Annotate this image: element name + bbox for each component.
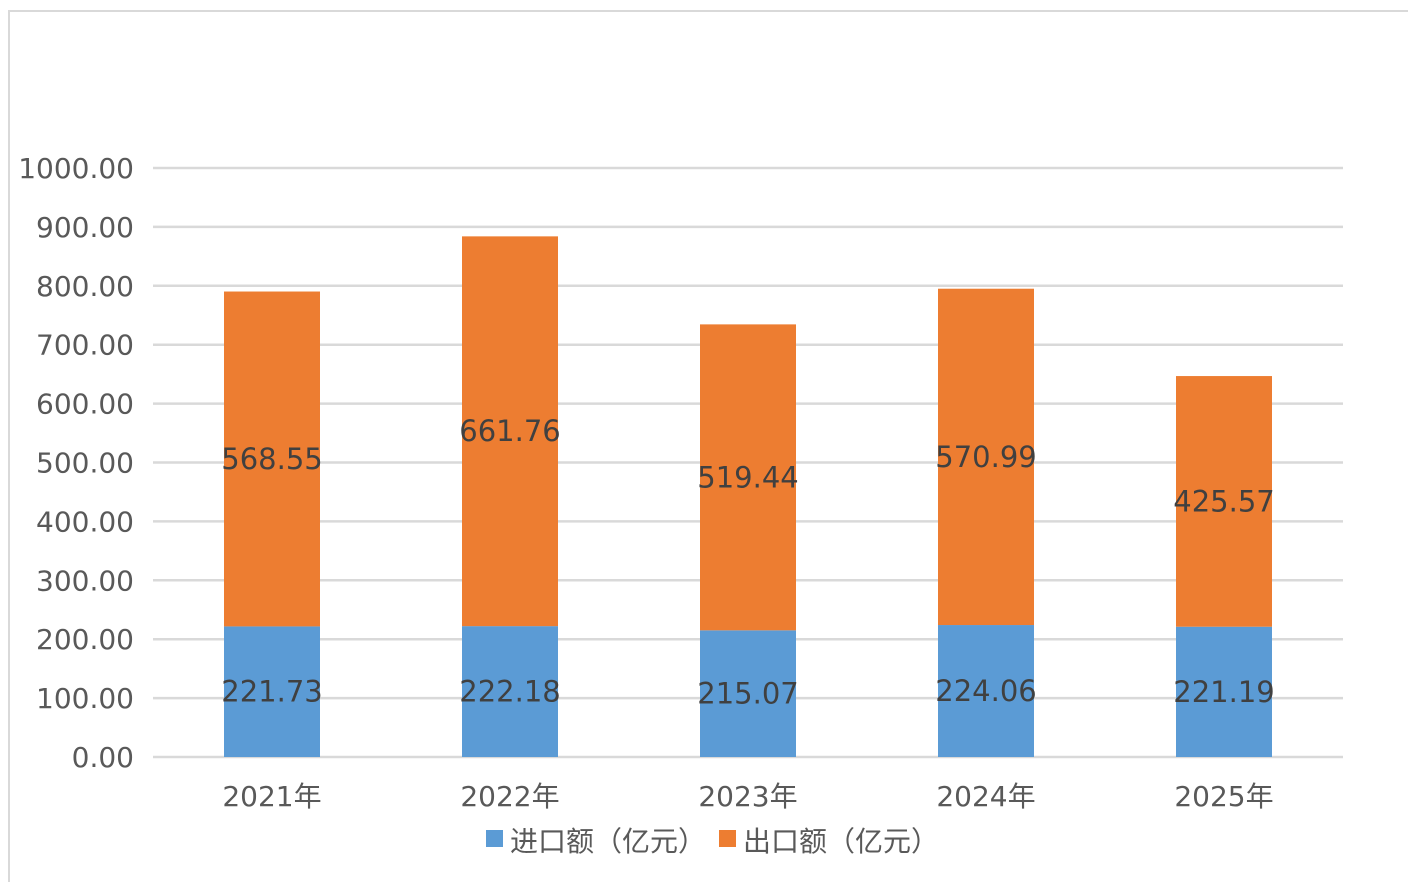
data-label-import: 221.19 xyxy=(1173,675,1274,709)
legend-swatch-export xyxy=(719,830,736,847)
bar-import xyxy=(462,626,558,757)
bar-import xyxy=(700,630,796,757)
y-tick-label: 800.00 xyxy=(36,270,134,303)
legend: 进口额（亿元） 出口额（亿元） xyxy=(486,825,939,858)
chart-frame xyxy=(8,10,1408,882)
y-tick-label: 200.00 xyxy=(36,623,134,656)
y-tick-label: 100.00 xyxy=(36,682,134,715)
data-label-export: 425.57 xyxy=(1173,484,1274,518)
data-label-import: 224.06 xyxy=(935,674,1036,708)
y-tick-label: 600.00 xyxy=(36,388,134,421)
bar-export xyxy=(224,291,320,627)
y-tick-label: 900.00 xyxy=(36,211,134,244)
bar-export xyxy=(700,324,796,631)
bar-import xyxy=(224,626,320,757)
data-label-export: 519.44 xyxy=(697,460,798,494)
data-label-export: 570.99 xyxy=(935,440,1036,474)
bar-import xyxy=(1176,626,1272,757)
y-tick-label: 700.00 xyxy=(36,329,134,362)
y-tick-label: 0.00 xyxy=(72,741,134,774)
x-category-label: 2024年 xyxy=(936,780,1035,813)
y-tick-label: 500.00 xyxy=(36,447,134,480)
bar-import xyxy=(938,625,1034,757)
bar-export xyxy=(1176,376,1272,627)
data-label-import: 221.73 xyxy=(221,675,322,709)
x-axis-categories: 2021年 2022年 2023年 2024年 2025年 xyxy=(222,780,1273,813)
bars xyxy=(224,236,1272,757)
x-category-label: 2023年 xyxy=(698,780,797,813)
data-label-export: 568.55 xyxy=(221,442,322,476)
y-tick-label: 300.00 xyxy=(36,564,134,597)
legend-swatch-import xyxy=(486,830,503,847)
data-label-import: 222.18 xyxy=(459,675,560,709)
legend-label-import: 进口额（亿元） xyxy=(510,825,706,858)
bar-export xyxy=(938,288,1034,626)
data-label-import: 215.07 xyxy=(697,677,798,711)
y-tick-label: 400.00 xyxy=(36,505,134,538)
x-category-label: 2021年 xyxy=(222,780,321,813)
x-category-label: 2022年 xyxy=(460,780,559,813)
data-labels: 221.73 568.55 222.18 661.76 215.07 519.44 224.… xyxy=(221,414,1274,710)
x-category-label: 2025年 xyxy=(1174,780,1273,813)
y-tick-label: 1000.00 xyxy=(18,152,134,185)
legend-label-export: 出口额（亿元） xyxy=(743,825,939,858)
data-label-export: 661.76 xyxy=(459,414,560,448)
bar-export xyxy=(462,236,558,627)
y-axis-ticks: 0.00 100.00 200.00 300.00 400.00 500.00 600.00… xyxy=(18,152,134,774)
